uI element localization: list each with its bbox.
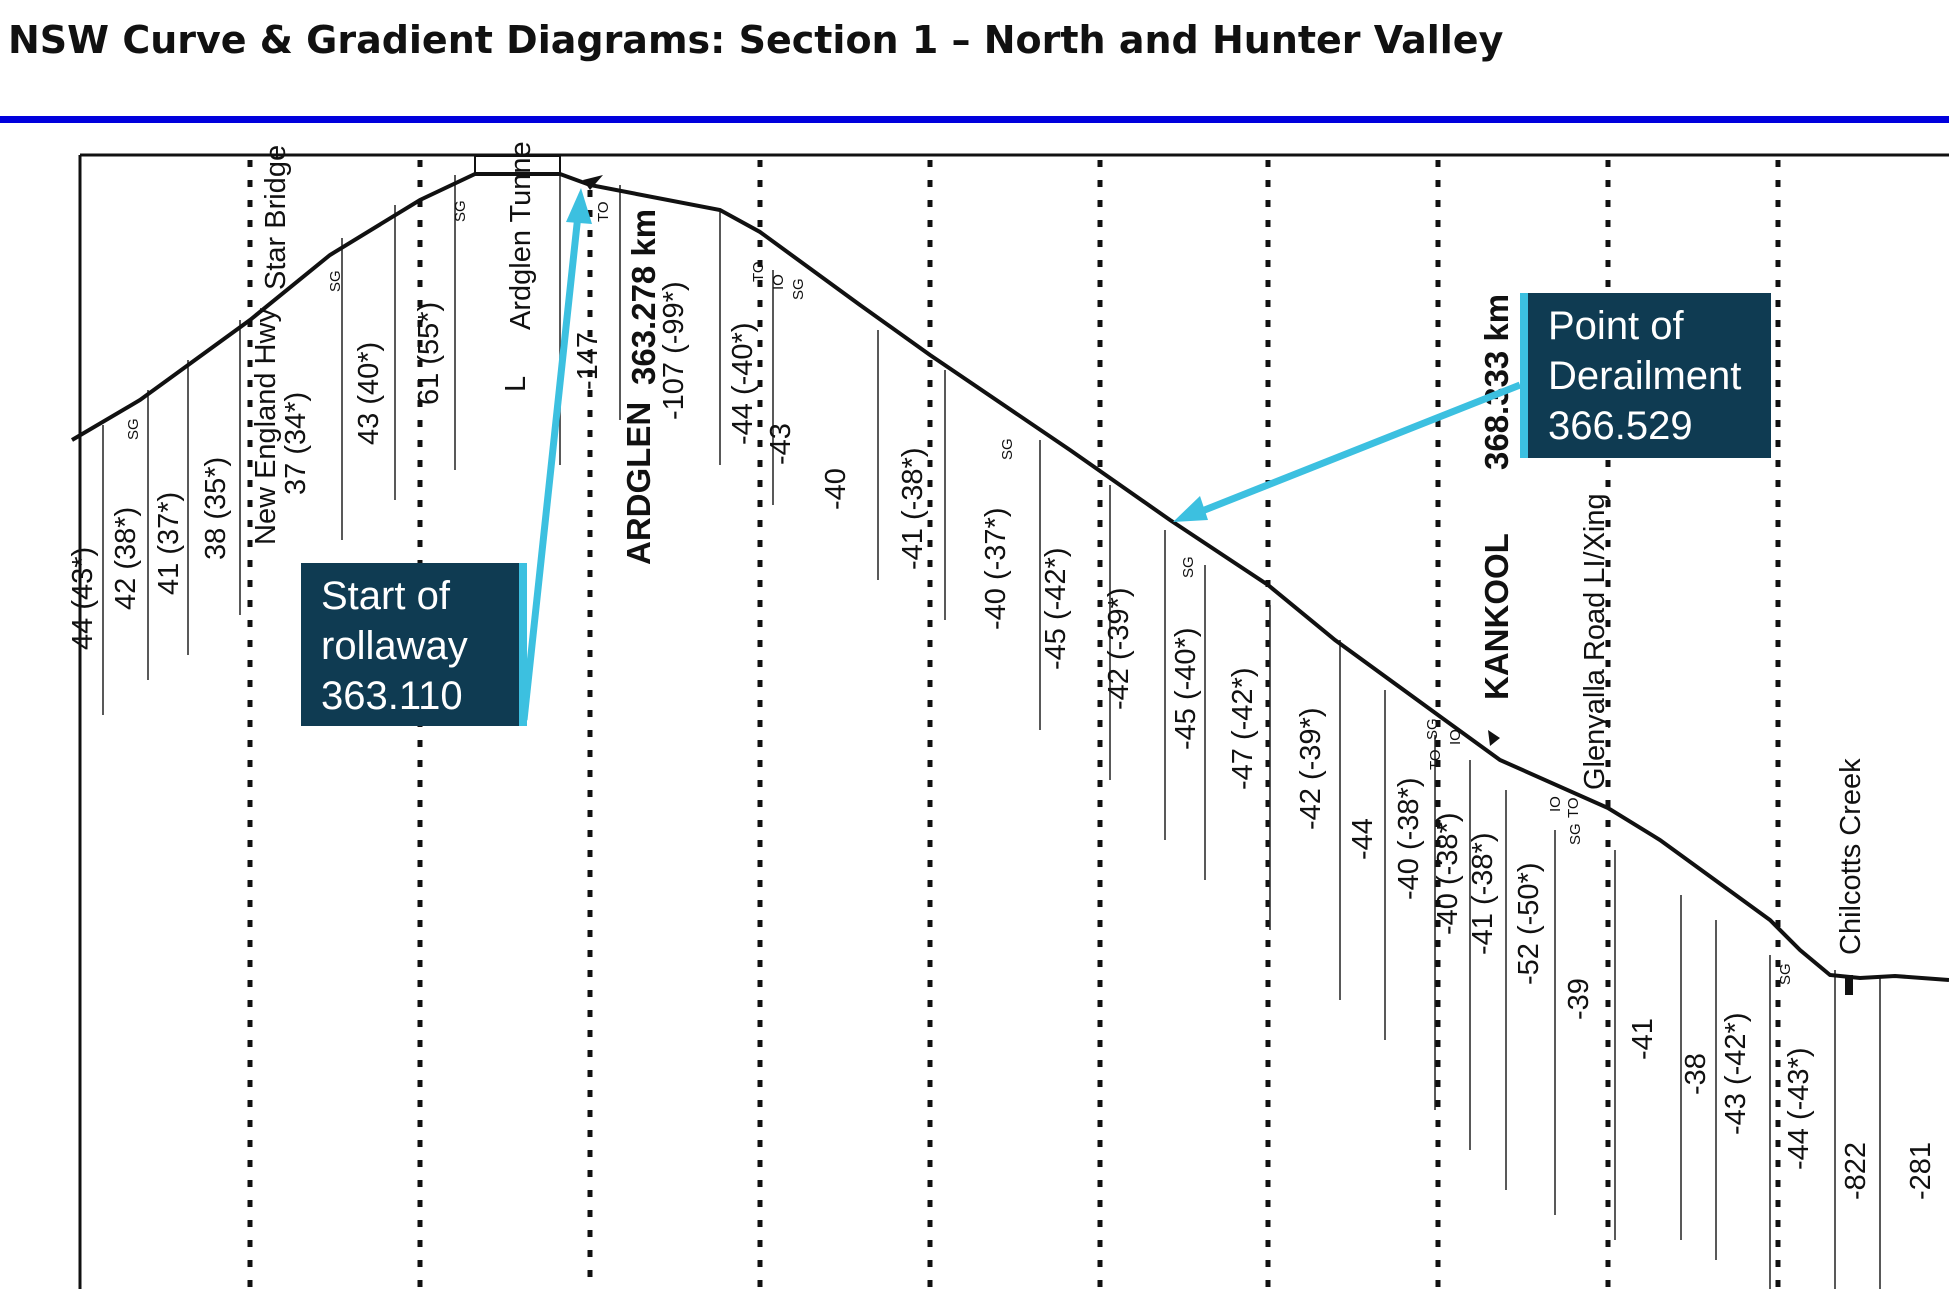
sg-mark: SG <box>327 270 344 292</box>
derailment-pointer-line <box>1190 381 1522 519</box>
gradient-label: -44 (-40*) <box>727 323 759 446</box>
header-rule <box>0 116 1949 123</box>
sg-mark: SG <box>1567 823 1584 845</box>
gradient-label: 42 (38*) <box>110 507 142 610</box>
gradient-label: -281 <box>1905 1142 1937 1200</box>
callout-accent-stripe <box>519 563 527 726</box>
place-ardglen-tunnel: Ardglen Tunne <box>505 141 537 330</box>
sg-mark: SG <box>452 200 469 222</box>
gradient-label: -41 <box>1627 1018 1659 1060</box>
station-ardglen-km: 363.278 km <box>625 209 662 385</box>
point-of-derailment-callout: Point of Derailment 366.529 <box>1520 293 1771 458</box>
sg-mark: SG <box>1180 556 1197 578</box>
to-mark: TO <box>750 261 767 282</box>
gradient-label: 41 (37*) <box>153 492 185 595</box>
start-pointer-arrowhead-icon <box>566 188 592 224</box>
io-mark: IO <box>1447 729 1464 745</box>
gradient-label: -40 (-38*) <box>1393 778 1425 901</box>
callout-arrows <box>520 214 1522 721</box>
station-ardglen: ARDGLEN <box>620 402 657 565</box>
to-mark: TO <box>1427 749 1444 770</box>
callout-value: 366.529 <box>1548 404 1693 448</box>
place-chilcotts-creek: Chilcotts Creek <box>1835 758 1867 955</box>
gradient-label: -52 (-50*) <box>1513 863 1545 986</box>
derailment-pointer-arrowhead-icon <box>1173 496 1208 522</box>
to-mark: TO <box>595 201 612 222</box>
place-star-bridge: Star Bridge <box>260 145 292 290</box>
callout-accent-stripe <box>1520 293 1528 458</box>
gradient-label: -47 (-42*) <box>1227 668 1259 791</box>
sg-mark: SG <box>125 418 142 440</box>
gradient-label: -822 <box>1840 1142 1872 1200</box>
callout-line: Derailment <box>1548 354 1742 398</box>
gradient-label: -43 (-42*) <box>1720 1013 1752 1136</box>
gradient-label: -147 <box>572 332 604 390</box>
station-kankool-km: 368.333 km <box>1478 294 1515 470</box>
gradient-label: 44 (43*) <box>67 547 99 650</box>
tunnel-box <box>474 155 561 175</box>
gradient-label: -45 (-42*) <box>1040 548 1072 671</box>
gradient-label: -45 (-40*) <box>1170 628 1202 751</box>
gradient-label: -42 (-39*) <box>1295 708 1327 831</box>
gradient-label: 61 (55*) <box>413 302 445 405</box>
gradient-label: -44 (-43*) <box>1783 1048 1815 1171</box>
to-mark: TO <box>1565 797 1582 818</box>
start-pointer-line <box>520 214 582 721</box>
gradient-label: 43 (40*) <box>353 342 385 445</box>
gradient-label: -107 (-99*) <box>658 281 690 420</box>
gradient-label: -40 (-38*) <box>1432 813 1464 936</box>
gradient-label: -40 <box>820 468 852 510</box>
sg-mark: SG <box>999 438 1016 460</box>
gradient-profile-line <box>70 172 1949 982</box>
place-new-england-hwy: New England Hwy <box>250 308 282 545</box>
callout-value: 363.110 <box>321 674 463 718</box>
sg-mark: SG <box>1424 718 1441 740</box>
gradient-label: 38 (35*) <box>200 457 232 560</box>
io-mark: IO <box>1547 796 1564 812</box>
tunnel-l-label: L <box>500 376 532 392</box>
sg-mark: SG <box>790 278 807 300</box>
gradient-labels: 44 (43*) 42 (38*) 41 (37*) 38 (35*) 37 (… <box>67 281 1937 1200</box>
callout-line: Start of <box>321 574 450 618</box>
kankool-arrow-icon <box>1488 730 1500 746</box>
start-of-rollaway-callout: Start of rollaway 363.110 <box>301 563 527 726</box>
gradient-label: 37 (34*) <box>280 392 312 495</box>
sg-mark: SG <box>1777 963 1794 985</box>
io-mark: IO <box>770 274 787 290</box>
page-title: NSW Curve & Gradient Diagrams: Section 1… <box>8 18 1504 62</box>
callout-line: Point of <box>1548 304 1684 348</box>
creek-marker <box>1845 975 1853 995</box>
place-glenyalla-road: Glenyalla Road LI/Xing <box>1579 493 1611 790</box>
gradient-label: -42 (-39*) <box>1103 588 1135 711</box>
gradient-drop-lines <box>102 173 1881 1289</box>
gradient-label: -39 <box>1563 978 1595 1020</box>
ardglen-arrow-icon <box>583 175 603 190</box>
station-kankool: KANKOOL <box>1478 533 1515 700</box>
gradient-label: -41 (-38*) <box>897 448 929 571</box>
gradient-label: -44 <box>1347 818 1379 860</box>
callout-line: rollaway <box>321 624 468 668</box>
gradient-label: -38 <box>1680 1053 1712 1095</box>
gradient-label: -43 <box>765 423 797 465</box>
gradient-label: -41 (-38*) <box>1467 833 1499 956</box>
station-marks: SG SG SG TO TO IO SG SG SG SG TO IO IO T… <box>125 200 1794 985</box>
gradient-label: -40 (-37*) <box>980 508 1012 631</box>
